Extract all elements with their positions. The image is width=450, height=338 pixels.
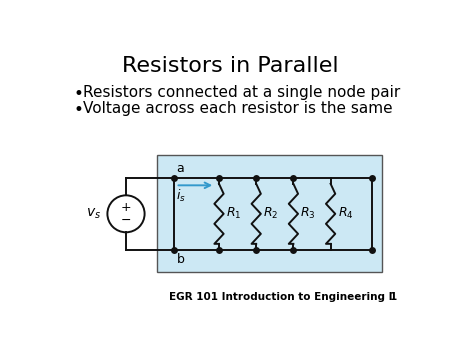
Text: •: • [73,85,83,103]
Text: +: + [121,201,131,214]
Text: •: • [73,101,83,119]
Text: $i_s$: $i_s$ [176,188,185,204]
Text: Resistors connected at a single node pair: Resistors connected at a single node pai… [83,85,400,100]
Text: $R_4$: $R_4$ [338,206,353,221]
Text: −: − [121,214,131,227]
Text: EGR 101 Introduction to Engineering I: EGR 101 Introduction to Engineering I [169,292,392,303]
Text: $v_s$: $v_s$ [86,207,101,221]
Text: b: b [176,253,184,266]
Text: $R_2$: $R_2$ [263,206,279,221]
Bar [157,154,382,271]
Text: Voltage across each resistor is the same: Voltage across each resistor is the same [83,101,392,116]
Text: Resistors in Parallel: Resistors in Parallel [122,56,339,76]
Text: $R_3$: $R_3$ [301,206,316,221]
Text: 1: 1 [390,292,397,303]
Text: $R_1$: $R_1$ [226,206,241,221]
Text: a: a [176,162,184,174]
